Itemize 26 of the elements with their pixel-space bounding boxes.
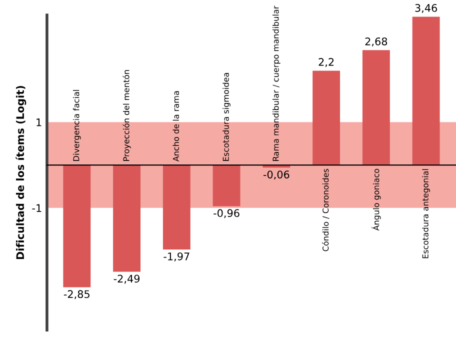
x-tick-label: Rama mandibular / cuerpo mandibular [272, 6, 280, 161]
data-label: -0,96 [214, 209, 240, 218]
data-label: -2,85 [64, 290, 90, 300]
bar [412, 16, 440, 166]
data-label: 2,68 [365, 37, 388, 46]
data-label: -0,06 [263, 170, 290, 180]
bar [312, 70, 340, 166]
x-tick-label: Escotadura antegonial [422, 169, 430, 258]
data-label: -1,97 [164, 252, 190, 262]
x-tick-label: Cóndilo / Coronoides [322, 168, 330, 252]
data-label: -2,49 [114, 274, 140, 284]
bar [362, 50, 390, 166]
x-tick-label: Proyección del mentón [122, 70, 131, 161]
data-label: 2,2 [318, 58, 334, 67]
data-label: 3,46 [415, 4, 438, 13]
x-tick-label: Divergencia facial [73, 90, 81, 161]
bar [212, 165, 240, 206]
y-tick-label: 1 [36, 118, 42, 126]
x-tick-label: Ángulo goniaco [372, 168, 381, 231]
x-tick-label: Ancho de la rama [172, 91, 179, 162]
bar [113, 165, 140, 272]
y-tick-label: -1 [32, 204, 42, 212]
bar [162, 165, 190, 250]
bar [63, 165, 91, 288]
y-axis-title: Dificultad de los ítems (Logit) [16, 86, 26, 260]
x-tick-label: Escotadura sigmoidea [222, 73, 230, 161]
